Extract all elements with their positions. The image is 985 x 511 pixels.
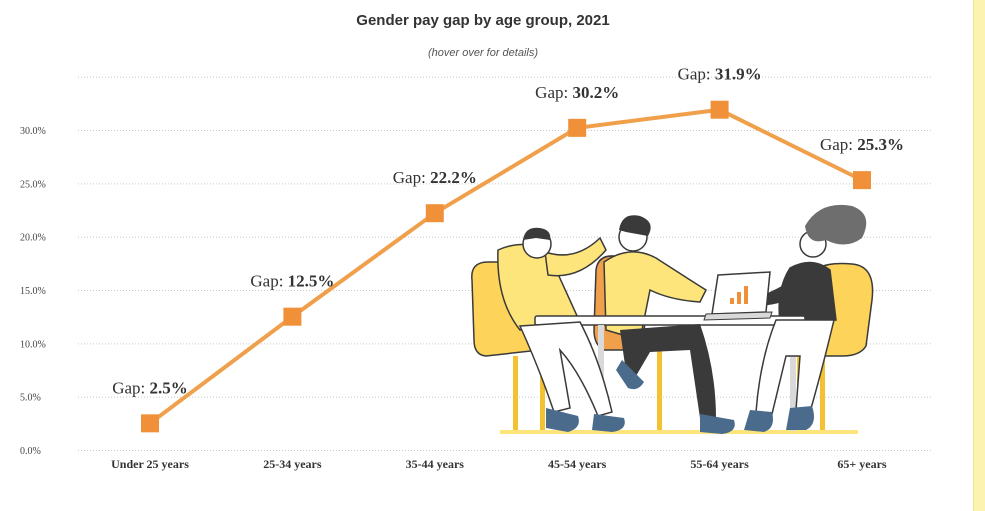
shoe xyxy=(700,414,735,434)
person-right-body xyxy=(778,261,837,323)
x-tick-label: 55-64 years xyxy=(690,457,749,471)
shoe xyxy=(592,414,625,432)
y-axis-ticks: 0.0% 5.0% 10.0% 15.0% 20.0% 25.0% 30.0% xyxy=(20,126,46,457)
person-left-body xyxy=(497,243,580,331)
y-tick-label: 20.0% xyxy=(20,233,46,244)
data-marker[interactable] xyxy=(853,171,871,190)
laptop-chart-bar xyxy=(744,286,748,304)
data-label: Gap: 30.2% xyxy=(535,83,619,102)
person-left-hair xyxy=(523,227,551,240)
data-label: Gap: 25.3% xyxy=(820,135,904,154)
chart-title: Gender pay gap by age group, 2021 xyxy=(356,12,610,29)
data-label: Gap: 31.9% xyxy=(678,65,762,84)
person-right-hair xyxy=(805,204,867,245)
person-middle-hair xyxy=(619,215,651,236)
data-marker[interactable] xyxy=(425,204,444,223)
data-label: Gap: 22.2% xyxy=(393,168,477,187)
data-label: Gap: 12.5% xyxy=(250,272,334,291)
chart-subtitle: (hover over for details) xyxy=(427,47,539,59)
three-people-at-desk-with-laptop-illustration xyxy=(471,204,874,434)
person-left-legs xyxy=(518,321,613,417)
data-marker[interactable] xyxy=(141,414,159,433)
x-tick-label: 35-44 years xyxy=(406,457,465,471)
chair-leg xyxy=(540,356,545,432)
y-tick-label: 25.0% xyxy=(20,179,46,190)
shoe xyxy=(546,408,579,432)
x-tick-label: 25-34 years xyxy=(263,457,322,471)
data-markers xyxy=(141,100,871,433)
side-strip xyxy=(973,0,985,511)
shoe xyxy=(616,360,644,390)
person-right-legs xyxy=(755,319,835,415)
laptop-base xyxy=(703,311,773,321)
shoe xyxy=(744,410,773,432)
x-tick-label: 45-54 years xyxy=(548,457,607,471)
desk-leg xyxy=(790,325,796,431)
person-left-arm xyxy=(544,236,607,277)
series-line xyxy=(148,107,863,425)
data-marker[interactable] xyxy=(568,118,587,137)
data-labels: Gap: 2.5% Gap: 12.5% Gap: 22.2% Gap: 30.2% G… xyxy=(112,65,904,398)
y-tick-label: 15.0% xyxy=(20,286,46,297)
y-tick-label: 10.0% xyxy=(20,339,46,350)
chair-leg xyxy=(513,356,518,432)
y-tick-label: 0.0% xyxy=(20,446,41,457)
floor-base xyxy=(500,430,858,434)
data-marker[interactable] xyxy=(710,100,729,119)
x-tick-label: Under 25 years xyxy=(111,457,189,471)
x-axis-ticks: Under 25 years 25-34 years 35-44 years 45-5… xyxy=(111,457,887,471)
y-tick-label: 30.0% xyxy=(20,126,46,137)
shoe xyxy=(786,406,814,430)
laptop-chart-bar xyxy=(730,298,734,304)
person-middle-legs xyxy=(620,324,716,418)
chair-leg xyxy=(820,356,825,432)
data-marker[interactable] xyxy=(283,307,302,326)
x-tick-label: 65+ years xyxy=(837,457,886,471)
data-label: Gap: 2.5% xyxy=(112,378,188,397)
laptop-chart-bar xyxy=(737,292,741,304)
y-tick-label: 5.0% xyxy=(20,393,41,404)
chair-leg xyxy=(657,350,662,430)
